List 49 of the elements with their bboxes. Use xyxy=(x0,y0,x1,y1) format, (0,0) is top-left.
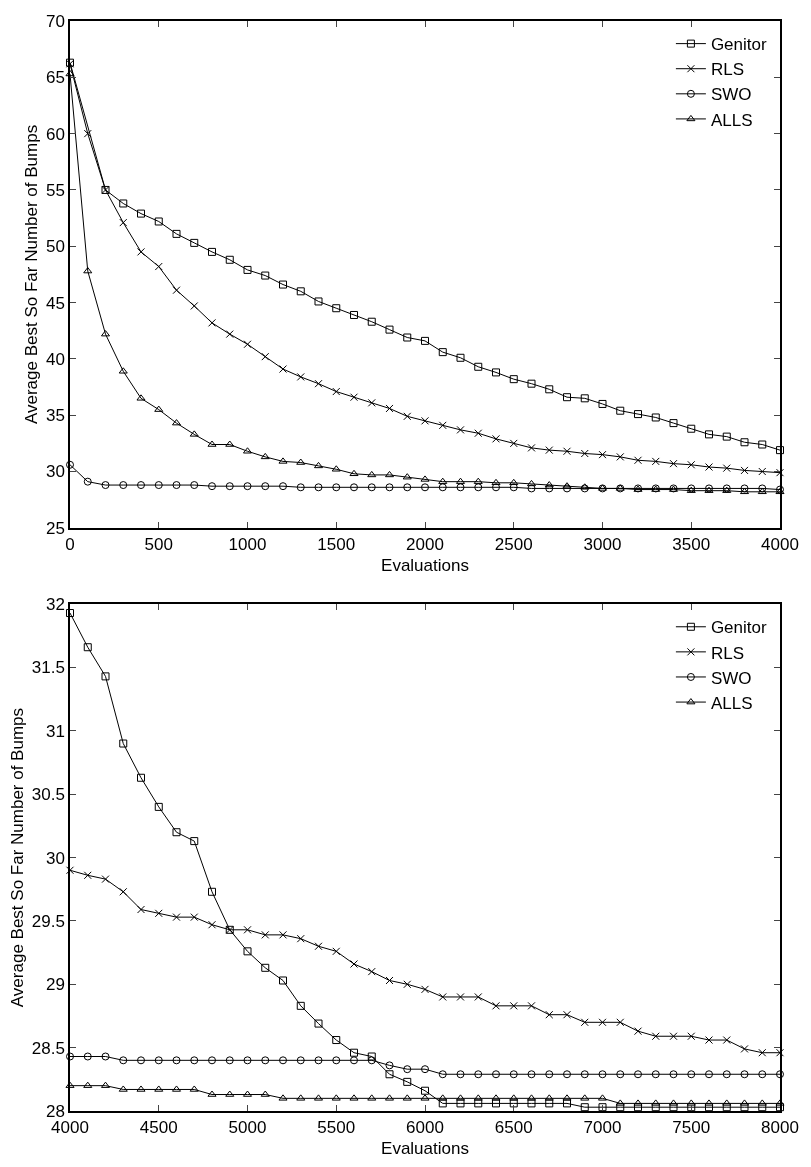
legend-label: SWO xyxy=(710,85,752,105)
y-tick-label: 29.5 xyxy=(31,911,65,931)
legend-label: ALLS xyxy=(710,110,753,130)
y-tick-label: 30 xyxy=(45,848,65,868)
x-tick-label: 6500 xyxy=(494,1118,533,1138)
y-tick-label: 70 xyxy=(45,11,65,31)
y-tick-label: 30.5 xyxy=(31,785,65,805)
y-tick-label: 28.5 xyxy=(31,1038,65,1058)
y-axis-title: Average Best So Far Number of Bumps xyxy=(7,707,27,1008)
x-tick-label: 5000 xyxy=(228,1118,267,1138)
x-axis-title: Evaluations xyxy=(381,555,469,575)
y-tick-label: 40 xyxy=(45,349,65,369)
y-tick-label: 35 xyxy=(45,406,65,426)
y-tick-label: 31 xyxy=(45,721,65,741)
y-axis-title: Average Best So Far Number of Bumps xyxy=(21,124,41,425)
y-tick-label: 32 xyxy=(45,595,65,615)
x-tick-label: 2000 xyxy=(406,535,444,554)
y-tick-label: 28 xyxy=(45,1101,65,1121)
y-tick-label: 30 xyxy=(45,462,65,482)
x-tick-label: 7000 xyxy=(583,1118,622,1138)
x-tick-label: 4000 xyxy=(51,1118,89,1138)
x-tick-label: 3000 xyxy=(583,535,622,554)
legend-label: SWO xyxy=(710,668,752,688)
legend-label: Genitor xyxy=(710,35,767,55)
legend-label: Genitor xyxy=(710,618,767,638)
legend-label: RLS xyxy=(710,643,744,663)
x-tick-label: 6000 xyxy=(406,1118,444,1138)
x-tick-label: 3500 xyxy=(672,535,711,554)
x-axis-title: Evaluations xyxy=(381,1139,469,1159)
x-tick-label: 4000 xyxy=(761,535,799,554)
x-tick-label: 7500 xyxy=(672,1118,711,1138)
y-tick-label: 55 xyxy=(45,180,65,200)
y-tick-label: 45 xyxy=(45,293,65,313)
x-tick-label: 500 xyxy=(144,535,173,554)
y-tick-label: 31.5 xyxy=(31,658,65,678)
x-tick-label: 0 xyxy=(65,535,75,554)
x-tick-label: 4500 xyxy=(139,1118,178,1138)
x-tick-label: 1500 xyxy=(317,535,356,554)
y-tick-label: 60 xyxy=(45,124,65,144)
legend-label: ALLS xyxy=(710,693,753,713)
x-tick-label: 2500 xyxy=(494,535,533,554)
x-tick-label: 5500 xyxy=(317,1118,356,1138)
y-tick-label: 65 xyxy=(45,68,65,88)
y-tick-label: 50 xyxy=(45,237,65,257)
y-tick-label: 29 xyxy=(45,975,65,995)
x-tick-label: 8000 xyxy=(761,1118,799,1138)
y-tick-label: 25 xyxy=(45,518,65,538)
x-tick-label: 1000 xyxy=(228,535,267,554)
legend-label: RLS xyxy=(710,60,744,80)
